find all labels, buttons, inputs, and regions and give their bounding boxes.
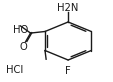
Text: F: F bbox=[64, 66, 70, 76]
Text: HO: HO bbox=[13, 25, 28, 35]
Text: O: O bbox=[20, 42, 27, 52]
Text: H2N: H2N bbox=[56, 3, 78, 13]
Text: HCl: HCl bbox=[6, 65, 23, 75]
